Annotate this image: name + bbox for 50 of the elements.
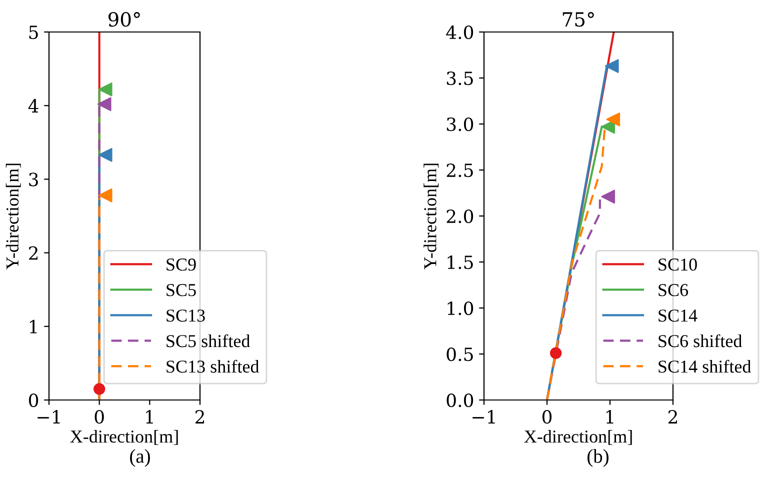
y-tick-label: 2 bbox=[29, 246, 38, 260]
x-tick-label: 2 bbox=[195, 410, 204, 424]
legend-label: SC9 bbox=[166, 258, 196, 271]
legend-label: SC13 shifted bbox=[166, 360, 260, 373]
y-tick-label: 2.0 bbox=[446, 209, 474, 224]
point bbox=[550, 347, 562, 359]
legend-label: SC10 bbox=[658, 258, 697, 271]
y-tick-label: 5 bbox=[29, 26, 38, 40]
x-tick-label: 2 bbox=[668, 410, 677, 424]
chart-title: 90° bbox=[108, 12, 140, 27]
y-tick-label: 1.0 bbox=[448, 301, 474, 316]
x-tick-label: 1 bbox=[606, 410, 614, 424]
x-tick-label: 0 bbox=[542, 410, 552, 424]
y-tick-label: 3.0 bbox=[446, 117, 474, 132]
point bbox=[604, 59, 619, 73]
y-tick-label: 0.5 bbox=[446, 347, 473, 362]
text: (b) bbox=[588, 449, 608, 467]
x-tick-label: 1 bbox=[146, 410, 153, 424]
point bbox=[98, 82, 112, 96]
legend-label: SC5 bbox=[166, 284, 196, 296]
y-axis-title: Y-direction[m] bbox=[6, 164, 21, 270]
legend-label: SC6 bbox=[658, 284, 688, 296]
x-tick-label: 0 bbox=[94, 410, 104, 424]
y-tick-label: 1 bbox=[30, 320, 37, 334]
x-axis-title: X-direction[m] bbox=[70, 430, 178, 445]
y-tick-label: 2.5 bbox=[446, 163, 473, 178]
x-tick-label: −1 bbox=[472, 410, 495, 424]
y-axis-title: Y-direction[m] bbox=[424, 164, 439, 270]
y-tick-label: 3 bbox=[29, 172, 38, 186]
legend-label: SC6 shifted bbox=[658, 334, 742, 348]
x-tick-label: −1 bbox=[38, 410, 60, 424]
legend-label: SC14 shifted bbox=[658, 360, 752, 373]
y-tick-label: 4.0 bbox=[446, 25, 474, 40]
x-axis-title: X-direction[m] bbox=[524, 430, 632, 445]
point bbox=[97, 97, 112, 112]
y-tick-label: 0.0 bbox=[446, 393, 474, 408]
point bbox=[606, 112, 620, 126]
y-tick-label: 3.5 bbox=[446, 71, 473, 86]
y-tick-label: 4 bbox=[28, 99, 38, 112]
point bbox=[98, 148, 112, 162]
y-tick-label: 0 bbox=[28, 393, 38, 408]
legend-label: SC5 shifted bbox=[166, 334, 250, 348]
chart-title: 75° bbox=[562, 12, 594, 27]
point bbox=[93, 383, 106, 395]
text: (a) bbox=[130, 449, 150, 467]
point bbox=[98, 188, 112, 202]
y-tick-label: 1.5 bbox=[448, 255, 473, 270]
legend-label: SC14 bbox=[658, 310, 698, 322]
legend-label: SC13 bbox=[166, 310, 205, 322]
point bbox=[601, 190, 616, 204]
